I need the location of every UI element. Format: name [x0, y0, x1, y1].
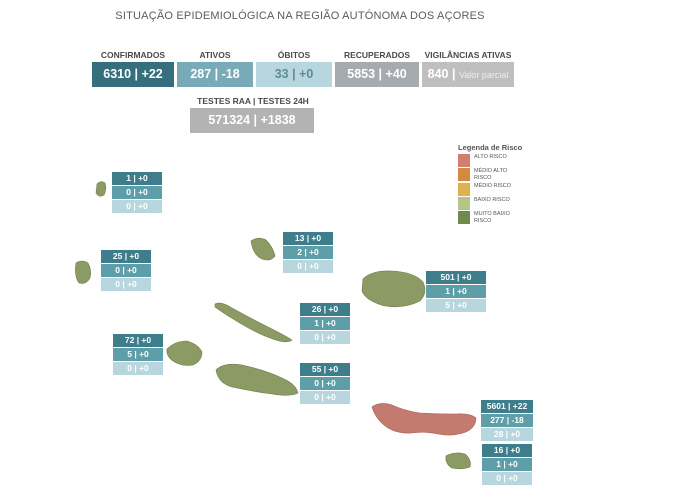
- legend-swatch: [458, 211, 470, 224]
- legend-label: MUITO BAIXO RISCO: [474, 211, 510, 224]
- stat-confirmados: 16 | +0: [482, 444, 532, 458]
- stat-obitos: 0 | +0: [300, 331, 350, 345]
- island-santa-maria: [445, 452, 471, 470]
- stat-ativos: 1 | +0: [426, 285, 486, 299]
- legend-label: MÉDIO ALTO RISCO: [474, 168, 508, 181]
- stat-obitos: 0 | +0: [300, 391, 350, 405]
- legend-swatch: [458, 183, 470, 196]
- stat-obitos: 0 | +0: [113, 362, 163, 376]
- testes-label: TESTES RAA | TESTES 24H: [197, 96, 309, 106]
- stat-ativos: 5 | +0: [113, 348, 163, 362]
- confirmados-label: CONFIRMADOS: [100, 50, 166, 60]
- stat-ativos: 0 | +0: [112, 186, 162, 200]
- stat-confirmados: 13 | +0: [283, 232, 333, 246]
- stat-confirmados: 26 | +0: [300, 303, 350, 317]
- stats-corvo: 1 | +0 0 | +0 0 | +0: [112, 172, 162, 214]
- island-pico: [215, 363, 299, 396]
- island-flores: [75, 260, 91, 284]
- island-sao-jorge: [214, 302, 293, 343]
- stat-ativos: 0 | +0: [300, 377, 350, 391]
- stats-pico: 55 | +0 0 | +0 0 | +0: [300, 363, 350, 405]
- stat-obitos: 0 | +0: [482, 472, 532, 486]
- stats-terceira: 501 | +0 1 | +0 5 | +0: [426, 271, 486, 313]
- legend-label: ALTO RISCO: [474, 154, 507, 160]
- stat-obitos: 0 | +0: [112, 200, 162, 214]
- legend-label: BAIXO RISCO: [474, 197, 510, 203]
- stats-sao-miguel: 5601 | +22 277 | -18 28 | +0: [481, 400, 533, 442]
- stat-ativos: 2 | +0: [283, 246, 333, 260]
- island-sao-miguel: [371, 403, 477, 436]
- stat-confirmados: 72 | +0: [113, 334, 163, 348]
- stats-sao-jorge: 26 | +0 1 | +0 0 | +0: [300, 303, 350, 345]
- stat-confirmados: 55 | +0: [300, 363, 350, 377]
- vigilancias-value: 840 |: [427, 67, 456, 81]
- legend-swatch: [458, 154, 470, 167]
- stat-obitos: 0 | +0: [283, 260, 333, 274]
- recuperados-value: 5853 | +40: [335, 62, 419, 87]
- stats-faial: 72 | +0 5 | +0 0 | +0: [113, 334, 163, 376]
- stats-graciosa: 13 | +0 2 | +0 0 | +0: [283, 232, 333, 274]
- recuperados-label: RECUPERADOS: [343, 50, 411, 60]
- vigilancias-box: 840 | Valor parcial: [422, 62, 514, 87]
- testes-value: 571324 | +1838: [190, 108, 314, 133]
- stats-santa-maria: 16 | +0 1 | +0 0 | +0: [482, 444, 532, 486]
- confirmados-value: 6310 | +22: [92, 62, 174, 87]
- vigilancias-label: VIGILÂNCIAS ATIVAS: [424, 50, 512, 60]
- stat-ativos: 1 | +0: [482, 458, 532, 472]
- stat-confirmados: 5601 | +22: [481, 400, 533, 414]
- obitos-value: 33 | +0: [256, 62, 332, 87]
- stat-ativos: 277 | -18: [481, 414, 533, 428]
- stat-confirmados: 25 | +0: [101, 250, 151, 264]
- stat-obitos: 28 | +0: [481, 428, 533, 442]
- stats-flores: 25 | +0 0 | +0 0 | +0: [101, 250, 151, 292]
- island-terceira: [361, 270, 426, 308]
- legend-title: Legenda de Risco: [458, 143, 523, 152]
- stat-ativos: 0 | +0: [101, 264, 151, 278]
- legend-swatch: [458, 197, 470, 210]
- page-title: SITUAÇÃO EPIDEMIOLÓGICA NA REGIÃO AUTÓNO…: [115, 10, 485, 22]
- ativos-value: 287 | -18: [177, 62, 253, 87]
- island-corvo: [95, 181, 107, 197]
- stat-obitos: 0 | +0: [101, 278, 151, 292]
- obitos-label: ÓBITOS: [277, 50, 311, 60]
- stat-confirmados: 1 | +0: [112, 172, 162, 186]
- stat-obitos: 5 | +0: [426, 299, 486, 313]
- vigilancias-note: Valor parcial: [458, 70, 509, 80]
- legend-label: MÉDIO RISCO: [474, 183, 511, 189]
- island-faial: [166, 340, 203, 366]
- stat-ativos: 1 | +0: [300, 317, 350, 331]
- legend-swatch: [458, 168, 470, 181]
- ativos-label: ATIVOS: [199, 50, 231, 60]
- stat-confirmados: 501 | +0: [426, 271, 486, 285]
- island-graciosa: [250, 237, 276, 261]
